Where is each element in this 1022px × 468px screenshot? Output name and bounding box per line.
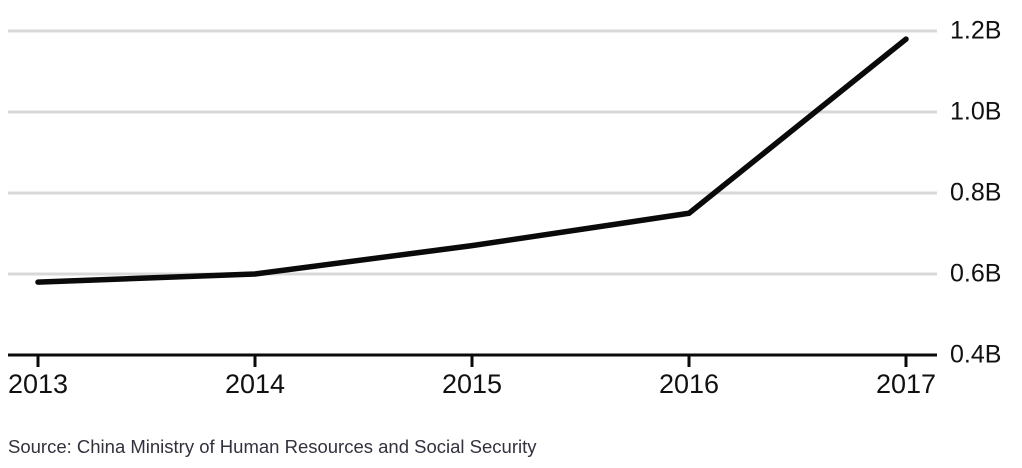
x-tick-label: 2014 — [224, 369, 286, 399]
y-tick-label: 1.0B — [950, 97, 1002, 126]
x-tick-label: 2013 — [7, 369, 69, 399]
x-tick-label: 2017 — [875, 369, 937, 399]
x-tick-label: 2016 — [658, 369, 720, 399]
x-tick-label: 2015 — [441, 369, 503, 399]
y-tick-label: 1.2B — [950, 16, 1002, 45]
y-tick-label: 0.8B — [950, 178, 1002, 207]
data-series-line — [35, 36, 909, 285]
y-tick-label: 0.6B — [950, 259, 1002, 288]
source-caption: Source: China Ministry of Human Resource… — [8, 436, 537, 457]
y-tick-label: 0.4B — [950, 340, 1002, 369]
